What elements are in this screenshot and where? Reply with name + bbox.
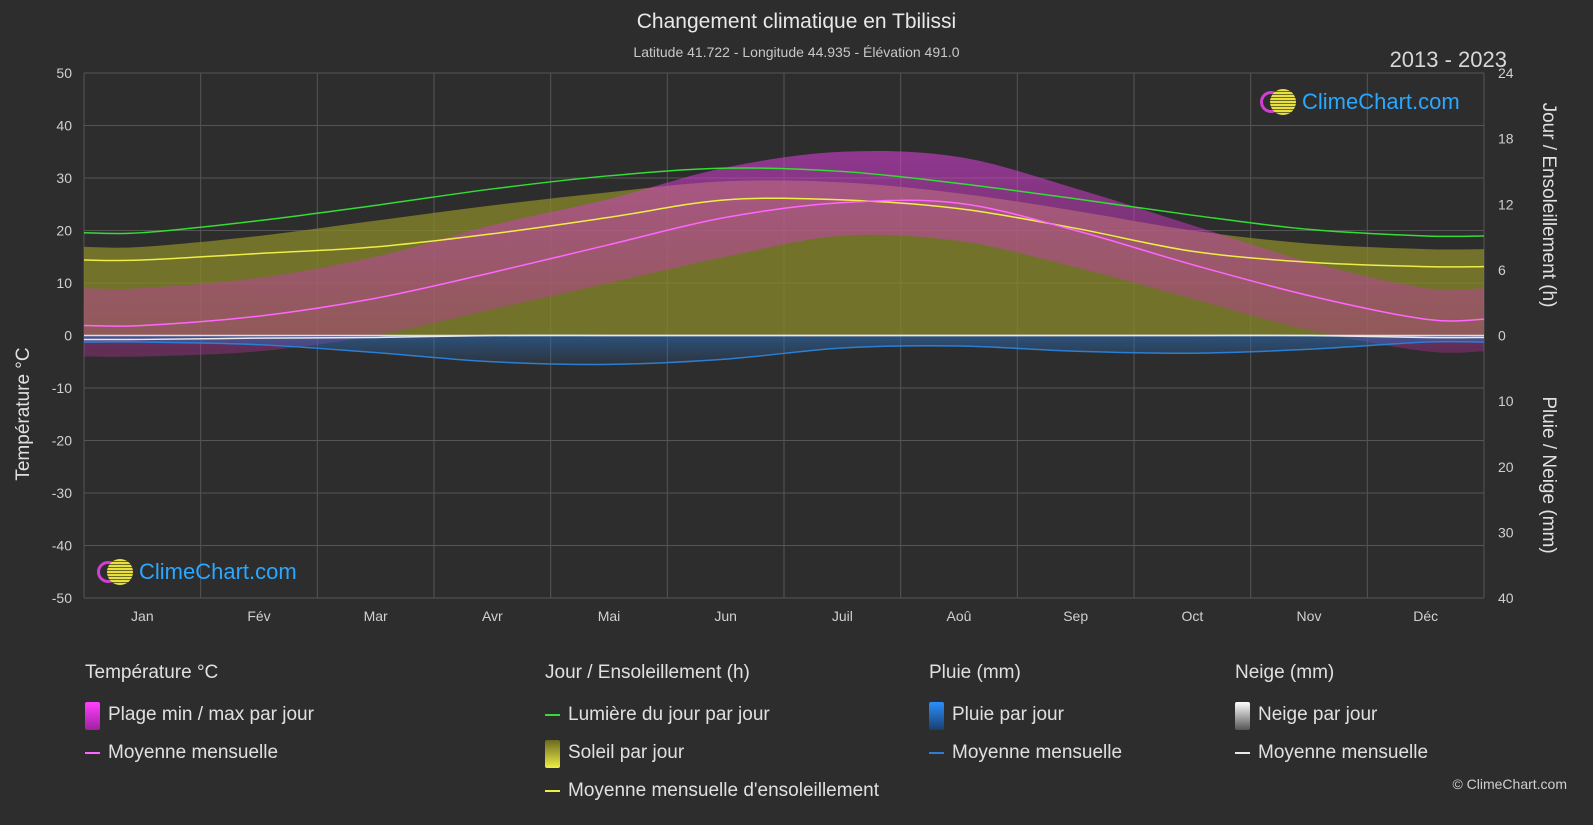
temperature-range-area: [84, 150, 1484, 357]
legend-label: Neige par jour: [1258, 704, 1378, 725]
legend-item-snow-daily: Neige par jour: [1235, 702, 1428, 740]
left-tick-label: -30: [52, 485, 72, 501]
right-precip-tick-label: 30: [1498, 524, 1514, 540]
legend-label: Moyenne mensuelle: [108, 742, 279, 763]
y-axis-right-bottom-title: Pluie / Neige (mm): [1538, 396, 1559, 554]
snow-mean-line: [83, 334, 1485, 341]
month-label: Sep: [1063, 608, 1088, 624]
sunshine-swatch: [545, 740, 560, 768]
legend-item-snow-mean: Moyenne mensuelle: [1235, 740, 1428, 778]
legend-label: Plage min / max par jour: [108, 704, 314, 725]
left-tick-label: -10: [52, 380, 72, 396]
left-tick-label: 0: [64, 328, 72, 344]
data-lines: [83, 167, 1485, 366]
month-label: Oct: [1181, 608, 1203, 624]
legend-label: Moyenne mensuelle: [952, 742, 1123, 763]
legend-item-daylight: Lumière du jour par jour: [545, 702, 879, 740]
legend-item-sunshine: Soleil par jour: [545, 740, 879, 778]
legend-label: Lumière du jour par jour: [568, 704, 770, 725]
legend-label: Moyenne mensuelle: [1258, 742, 1429, 763]
month-label: Nov: [1297, 608, 1322, 624]
temp-mean-swatch: [85, 752, 100, 754]
data-fills: [84, 150, 1484, 365]
rain-mean-line: [83, 340, 1485, 366]
logo-text: ClimeChart.com: [1302, 89, 1460, 114]
year-range: 2013 - 2023: [1389, 47, 1507, 72]
right-sun-tick-label: 0: [1498, 328, 1506, 344]
left-tick-label: 20: [56, 223, 72, 239]
month-label: Fév: [247, 608, 270, 624]
temperature-mean-line: [83, 199, 1485, 327]
snow-mean-swatch: [1235, 752, 1250, 754]
month-label: Déc: [1413, 608, 1438, 624]
legend-label: Pluie par jour: [952, 704, 1064, 725]
month-label: Jun: [714, 608, 737, 624]
y-axis-left-title: Température °C: [13, 347, 34, 481]
legend-rain: Pluie (mm) Pluie par jour Moyenne mensue…: [929, 662, 1122, 778]
month-label: Mar: [364, 608, 388, 624]
sunshine-mean-line: [83, 197, 1485, 268]
temp-range-swatch: [85, 702, 100, 730]
legend-item-sunshine-mean: Moyenne mensuelle d'ensoleillement: [545, 778, 879, 816]
snow-swatch: [1235, 702, 1250, 730]
left-tick-label: 10: [56, 275, 72, 291]
rain-mean-swatch: [929, 752, 944, 754]
legend-sun: Jour / Ensoleillement (h) Lumière du jou…: [545, 662, 879, 816]
legend-temperature: Température °C Plage min / max par jour …: [85, 662, 314, 778]
right-sun-tick-label: 18: [1498, 131, 1514, 147]
logo-sun-icon: [1270, 89, 1296, 115]
chart-title: Changement climatique en Tbilissi: [636, 10, 957, 33]
legend-temperature-head: Température °C: [85, 662, 219, 683]
daylight-line: [83, 167, 1485, 238]
left-tick-label: -50: [52, 590, 72, 606]
y-axis-right-top-title: Jour / Ensoleillement (h): [1538, 102, 1559, 308]
left-tick-label: 40: [56, 118, 72, 134]
legend-item-temp-range: Plage min / max par jour: [85, 702, 314, 740]
month-label: Aoû: [947, 608, 972, 624]
month-label: Juil: [832, 608, 853, 624]
copyright: © ClimeChart.com: [1452, 776, 1567, 792]
logo-text: ClimeChart.com: [139, 559, 297, 584]
legend-item-rain-mean: Moyenne mensuelle: [929, 740, 1122, 778]
sunshine-mean-swatch: [545, 790, 560, 792]
legend-item-temp-mean: Moyenne mensuelle: [85, 740, 314, 778]
legend-snow: Neige (mm) Neige par jour Moyenne mensue…: [1235, 662, 1428, 778]
logo-sun-icon: [107, 559, 133, 585]
legend-rain-head: Pluie (mm): [929, 662, 1021, 683]
legend-label: Moyenne mensuelle d'ensoleillement: [568, 780, 879, 801]
month-label: Jan: [131, 608, 154, 624]
right-precip-tick-label: 10: [1498, 393, 1514, 409]
right-precip-tick-label: 20: [1498, 459, 1514, 475]
rain-swatch: [929, 702, 944, 730]
logo-bottom: ClimeChart.com: [97, 559, 297, 585]
right-sun-tick-label: 24: [1498, 65, 1514, 81]
month-label: Mai: [598, 608, 621, 624]
left-tick-label: 30: [56, 170, 72, 186]
daylight-swatch: [545, 714, 560, 716]
right-sun-tick-label: 6: [1498, 262, 1506, 278]
left-tick-label: -20: [52, 433, 72, 449]
right-sun-tick-label: 12: [1498, 196, 1514, 212]
legend-snow-head: Neige (mm): [1235, 662, 1335, 683]
legend-sun-head: Jour / Ensoleillement (h): [545, 662, 750, 683]
left-tick-label: 50: [56, 65, 72, 81]
right-precip-tick-label: 40: [1498, 590, 1514, 606]
month-label: Avr: [482, 608, 503, 624]
logo-top: ClimeChart.com: [1260, 89, 1460, 115]
left-tick-label: -40: [52, 538, 72, 554]
tick-labels: 50 40 30 20 10 0 -10 -20 -30 -40 -50 24 18 12 6 0 10 20 30…: [52, 65, 1514, 624]
legend-label: Soleil par jour: [568, 742, 685, 763]
legend-item-rain-daily: Pluie par jour: [929, 702, 1122, 740]
chart-subtitle: Latitude 41.722 - Longitude 44.935 - Élé…: [633, 44, 960, 60]
